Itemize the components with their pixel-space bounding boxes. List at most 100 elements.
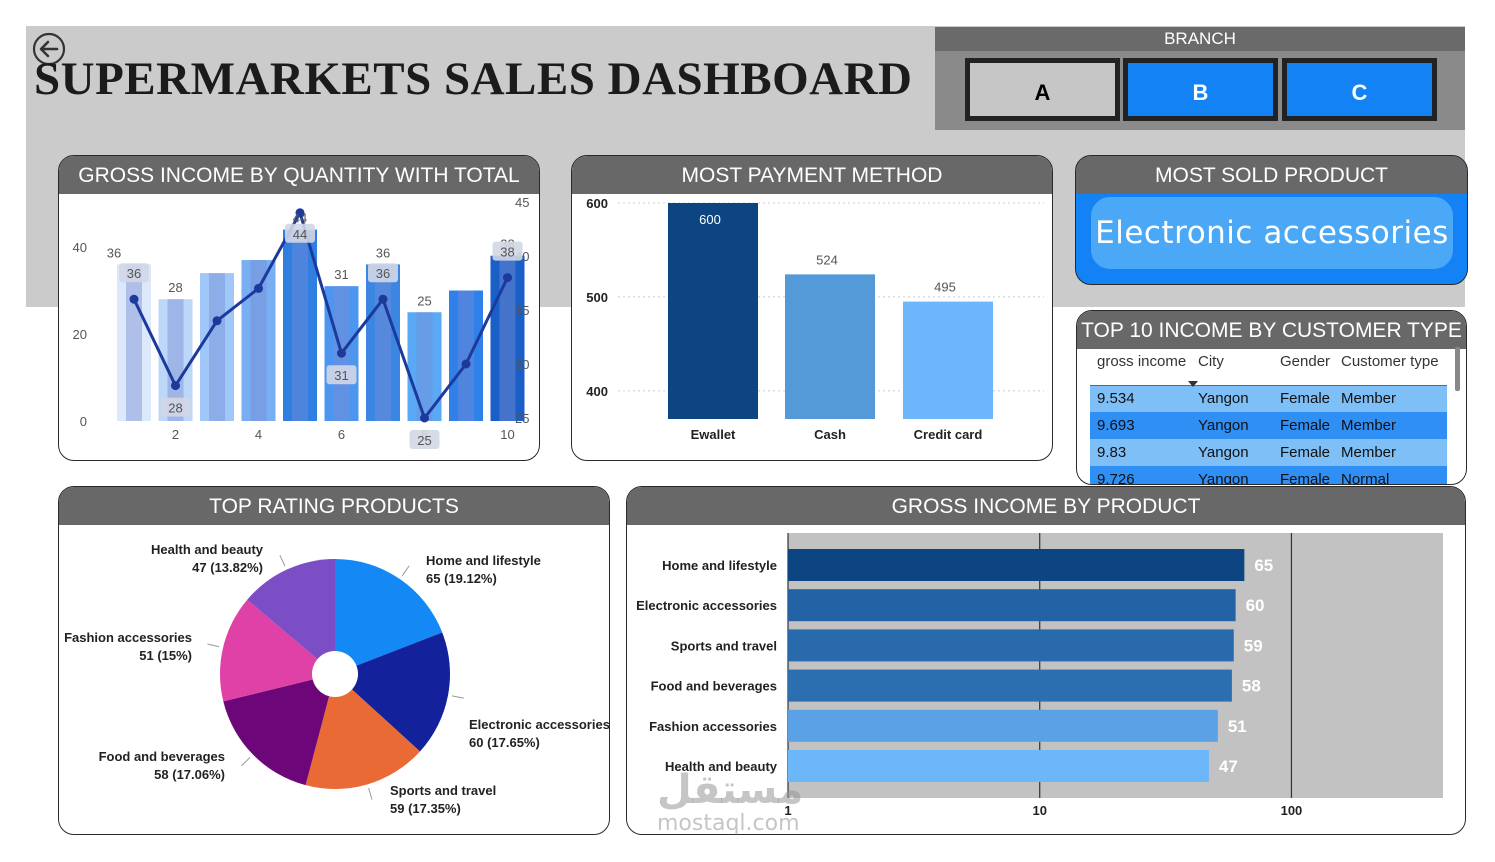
card-title: GROSS INCOME BY QUANTITY WITH TOTAL bbox=[59, 156, 539, 194]
card-title: TOP RATING PRODUCTS bbox=[59, 487, 609, 525]
cell-gender: Female bbox=[1273, 412, 1334, 439]
line-point bbox=[503, 273, 512, 283]
line-data-label: 36 bbox=[127, 266, 141, 281]
cell-customer-type: Member bbox=[1334, 439, 1447, 466]
bar bbox=[366, 264, 400, 421]
bar-data-label: 47 bbox=[1219, 757, 1238, 776]
customer-table: gross income City Gender Customer type 9… bbox=[1090, 345, 1447, 484]
bar-data-label: 58 bbox=[1242, 677, 1261, 696]
slice-value-label: 47 (13.82%) bbox=[192, 560, 263, 575]
bar bbox=[785, 274, 875, 419]
table-row[interactable]: 9.693 Yangon Female Member bbox=[1090, 412, 1447, 439]
gross-income-by-product-chart: 1 10 100 65 Home and lifestyle 60 Electronic a… bbox=[636, 533, 1443, 818]
bar-overlay bbox=[375, 264, 391, 421]
card-title: MOST SOLD PRODUCT bbox=[1076, 156, 1467, 194]
gross-income-by-quantity-chart: 0204025303540452468103628443136253836284… bbox=[73, 195, 529, 449]
column-header-gender[interactable]: Gender bbox=[1273, 345, 1334, 386]
bar-data-label: 65 bbox=[1254, 556, 1273, 575]
line-point bbox=[212, 316, 222, 326]
cell-customer-type: Normal bbox=[1334, 466, 1447, 484]
line-data-label: 25 bbox=[417, 433, 431, 448]
sort-descending-icon[interactable] bbox=[1188, 381, 1198, 387]
bar-overlay bbox=[209, 273, 225, 421]
bar bbox=[788, 589, 1236, 622]
slice-value-label: 51 (15%) bbox=[139, 648, 192, 663]
bar-overlay bbox=[458, 290, 474, 421]
column-header-gross-income[interactable]: gross income bbox=[1090, 345, 1198, 387]
bar-data-label: 28 bbox=[168, 280, 182, 295]
watermark-latin: mostaql.com bbox=[657, 811, 800, 836]
leader-line bbox=[368, 788, 373, 800]
bar bbox=[903, 301, 993, 419]
page-title: SUPERMARKETS SALES DASHBOARD bbox=[34, 53, 913, 105]
bar bbox=[283, 229, 317, 421]
bar-data-label: 25 bbox=[417, 293, 431, 308]
x-tick-label: Cash bbox=[814, 427, 846, 442]
bar-overlay bbox=[250, 260, 267, 421]
bar-overlay bbox=[416, 312, 433, 421]
bar-overlay bbox=[499, 255, 516, 421]
card-title: TOP 10 INCOME BY CUSTOMER TYPE bbox=[1077, 311, 1466, 349]
column-header-city[interactable]: City bbox=[1191, 345, 1273, 386]
most-sold-product-value: Electronic accessories bbox=[1088, 194, 1456, 272]
line-point bbox=[254, 283, 263, 293]
leader-line bbox=[451, 695, 464, 699]
y-right-tick-label: 25 bbox=[515, 411, 529, 426]
line-point bbox=[295, 208, 305, 218]
cell-gross-income: 9.726 bbox=[1090, 466, 1191, 484]
table-header-row: gross income City Gender Customer type bbox=[1090, 345, 1447, 387]
table-row[interactable]: 9.726 Yangon Female Normal bbox=[1090, 466, 1447, 484]
bar bbox=[668, 203, 758, 419]
branch-button-a[interactable]: A bbox=[965, 58, 1120, 121]
x-tick-label: 10 bbox=[500, 427, 514, 442]
payment-method-card: MOST PAYMENT METHOD 400 500 600 600 Ewallet 5… bbox=[571, 155, 1053, 461]
bar-overlay bbox=[167, 299, 184, 421]
line-point bbox=[337, 348, 346, 358]
top-rating-products-chart: Home and lifestyle 65 (19.12%) Electronic … bbox=[64, 542, 609, 816]
branch-button-c[interactable]: C bbox=[1282, 58, 1437, 121]
back-arrow-icon[interactable] bbox=[32, 32, 66, 66]
branch-button-b[interactable]: B bbox=[1123, 58, 1278, 121]
x-tick-label: 100 bbox=[1281, 803, 1303, 818]
cell-gross-income: 9.83 bbox=[1090, 439, 1191, 466]
bar-data-label: 524 bbox=[816, 252, 838, 267]
cell-city: Yangon bbox=[1191, 439, 1273, 466]
gross-income-by-quantity-card: GROSS INCOME BY QUANTITY WITH TOTAL 0 20 4… bbox=[58, 155, 540, 461]
watermark-arabic: مستقل bbox=[657, 767, 804, 813]
x-tick-label: Credit card bbox=[914, 427, 983, 442]
leader-line bbox=[279, 554, 286, 567]
table-row[interactable]: 9.83 Yangon Female Member bbox=[1090, 439, 1447, 466]
slice-value-label: 58 (17.06%) bbox=[154, 767, 225, 782]
bar-data-label: 36 bbox=[107, 245, 121, 260]
slice-label: Health and beauty bbox=[151, 542, 264, 557]
x-tick-label: 6 bbox=[338, 427, 345, 442]
y-category-label: Sports and travel bbox=[671, 638, 777, 653]
column-header-customer-type[interactable]: Customer type bbox=[1334, 345, 1447, 386]
x-tick-label: 1 bbox=[784, 803, 791, 818]
y-left-tick-label: 20 bbox=[73, 327, 87, 342]
bar bbox=[788, 750, 1209, 782]
most-sold-product-card: MOST SOLD PRODUCT Electronic accessories bbox=[1075, 155, 1468, 285]
slice-value-label: 65 (19.12%) bbox=[426, 571, 497, 586]
leader-line bbox=[207, 643, 220, 648]
y-tick-label: 400 bbox=[586, 384, 608, 399]
bar bbox=[788, 629, 1234, 662]
pie-slice bbox=[247, 559, 335, 674]
top10-customer-card: TOP 10 INCOME BY CUSTOMER TYPE gross inc… bbox=[1076, 310, 1467, 485]
y-tick-label: 600 bbox=[586, 196, 608, 211]
line-data-label: 38 bbox=[500, 245, 514, 260]
donut-hole bbox=[312, 651, 358, 697]
top-rating-products-card: TOP RATING PRODUCTS Home and lifestyle 65… bbox=[58, 486, 610, 835]
x-tick-label: 10 bbox=[1032, 803, 1046, 818]
y-right-tick-label: 35 bbox=[515, 303, 529, 318]
leader-line bbox=[401, 565, 410, 577]
table-scrollbar[interactable] bbox=[1455, 347, 1460, 391]
table-row[interactable]: 9.534 Yangon Female Member bbox=[1090, 385, 1447, 412]
slice-value-label: 59 (17.35%) bbox=[390, 801, 461, 816]
bar bbox=[788, 709, 1218, 742]
bar bbox=[449, 290, 483, 421]
bar-data-label: 44 bbox=[293, 211, 307, 226]
leader-line bbox=[241, 757, 251, 767]
pie-slice bbox=[223, 674, 335, 786]
line-label-box bbox=[326, 365, 357, 385]
